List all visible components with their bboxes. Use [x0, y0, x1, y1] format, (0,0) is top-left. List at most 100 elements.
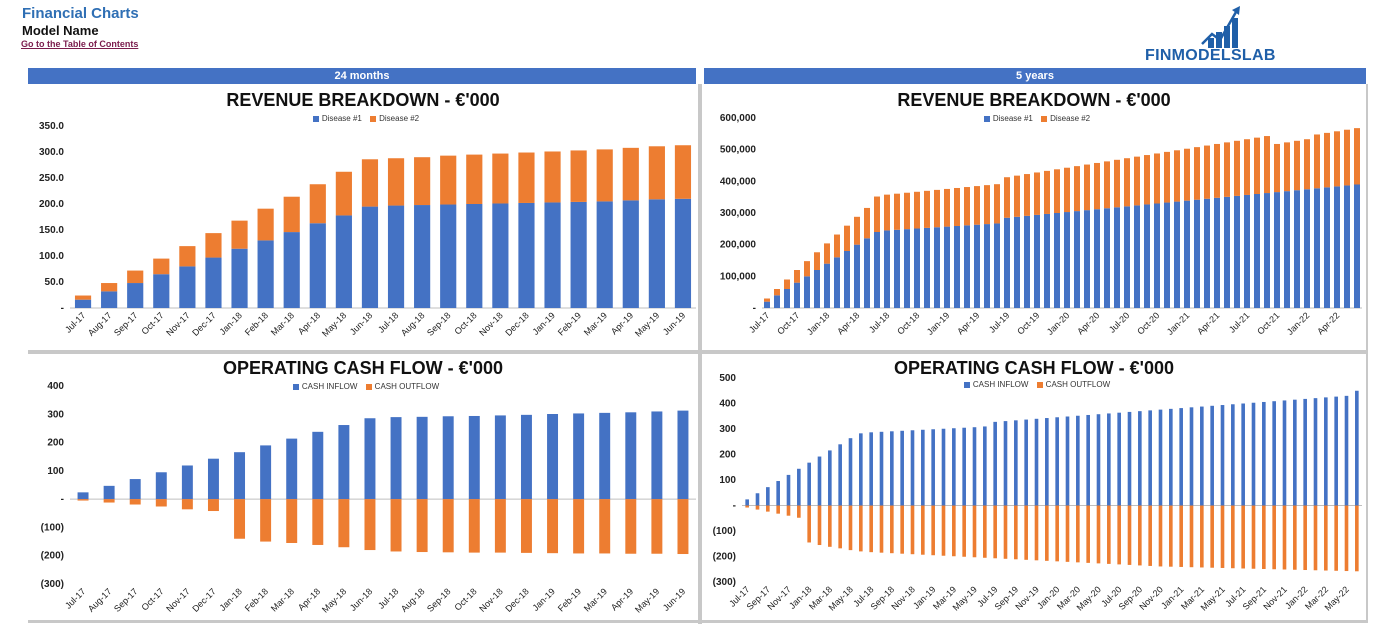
bar-cash-inflow [952, 428, 956, 506]
legend-label: Disease #2 [379, 114, 420, 123]
bar-segment-disease-1 [622, 200, 639, 308]
bar-cash-outflow [1344, 505, 1349, 572]
bar-segment-disease-1 [874, 232, 880, 308]
x-tick-label: Aug-17 [86, 586, 114, 614]
bar-cash-inflow [1179, 408, 1183, 506]
bar-cash-inflow [972, 427, 977, 506]
bar-segment-disease-1 [648, 199, 665, 308]
bar-cash-outflow [1107, 505, 1111, 564]
x-tick-label: Apr-18 [296, 310, 322, 336]
bar-segment-disease-1 [1194, 199, 1200, 308]
bar-segment-disease-1 [127, 283, 144, 308]
x-tick-label: Jan-19 [925, 310, 952, 337]
bar-segment-disease-1 [596, 201, 613, 308]
chart-plot-area: (300) (200) (100) - 100 200 300 400 Jul-17Aug-17… [41, 381, 696, 615]
x-tick-label: Feb-18 [243, 310, 270, 337]
bar-segment-disease-2 [309, 184, 326, 224]
bar-segment-disease-2 [854, 216, 860, 245]
bar-cash-inflow [625, 412, 637, 500]
bar-segment-disease-2 [674, 145, 692, 199]
bar-cash-inflow [1045, 418, 1049, 506]
bar-segment-disease-2 [596, 149, 613, 202]
x-tick-label: Mar-19 [582, 586, 609, 613]
bar-cash-outflow [625, 499, 637, 554]
bar-segment-disease-1 [1244, 194, 1250, 308]
bar-cash-outflow [1272, 505, 1276, 570]
bar-cash-inflow [776, 481, 780, 506]
x-tick-label: Sep-17 [112, 310, 140, 338]
x-tick-label: Feb-19 [556, 310, 583, 337]
bar-cash-outflow [207, 499, 219, 512]
bar-cash-outflow [910, 505, 915, 555]
bar-segment-disease-2 [1124, 158, 1130, 207]
bar-segment-disease-1 [854, 244, 860, 308]
bar-cash-outflow [338, 499, 350, 548]
bar-segment-disease-2 [974, 186, 980, 225]
toc-link[interactable]: Go to the Table of Contents [21, 39, 139, 49]
legend-label: Disease #2 [1050, 114, 1091, 123]
bar-cash-outflow [755, 505, 760, 510]
bar-cash-inflow [838, 444, 842, 506]
x-tick-label: Mar-18 [269, 310, 296, 337]
bar-cash-outflow [993, 505, 997, 559]
bar-segment-disease-2 [361, 159, 379, 207]
chart-title: OPERATING CASH FLOW - €'000 [894, 358, 1174, 378]
bar-cash-outflow [1251, 505, 1256, 569]
x-tick-label: Apr-20 [1075, 310, 1101, 336]
bar-segment-disease-2 [834, 234, 840, 258]
band-24-months: 24 months [28, 68, 696, 84]
y-tick-label: (100) [41, 522, 64, 533]
x-tick-label: Oct-18 [453, 310, 479, 336]
x-tick-label: Jul-17 [63, 586, 87, 610]
bar-segment-disease-2 [1144, 155, 1150, 205]
bar-cash-outflow [1169, 505, 1173, 567]
bar-segment-disease-1 [231, 248, 248, 308]
bar-segment-disease-1 [1324, 187, 1330, 308]
bar-cash-inflow [1220, 405, 1225, 506]
bar-cash-inflow [1127, 411, 1132, 506]
bar-cash-outflow [1179, 505, 1183, 567]
horizontal-divider [28, 350, 1366, 354]
bar-cash-outflow [442, 499, 454, 553]
bar-segment-disease-2 [1354, 128, 1360, 185]
bar-segment-disease-2 [1014, 175, 1020, 217]
bar-cash-outflow [1313, 505, 1318, 571]
bar-segment-disease-2 [914, 191, 920, 229]
bar-cash-inflow [234, 452, 246, 500]
y-tick-label: - [753, 303, 756, 314]
bar-segment-disease-2 [944, 188, 950, 227]
bar-segment-disease-2 [1274, 143, 1280, 193]
bar-cash-outflow [941, 505, 946, 556]
bar-cash-outflow [677, 499, 689, 555]
bar-cash-inflow [312, 431, 324, 500]
legend-swatch-orange [1036, 381, 1043, 388]
x-tick-label: Dec-18 [503, 586, 531, 614]
bar-cash-inflow [181, 465, 193, 500]
bar-cash-inflow [1014, 420, 1018, 506]
x-tick-label: Jul-18 [376, 586, 400, 610]
chart-cashflow-24m: OPERATING CASH FLOW - €'000 CASH INFLOW … [28, 354, 698, 620]
bar-cash-inflow [103, 485, 115, 500]
model-name: Model Name [22, 23, 99, 38]
bar-segment-disease-2 [518, 152, 535, 203]
bar-segment-disease-2 [1024, 174, 1030, 216]
x-tick-label: Nov-17 [164, 310, 192, 338]
bar-cash-outflow [1262, 505, 1266, 569]
bar-cash-outflow [797, 505, 801, 518]
bar-cash-outflow [1334, 505, 1338, 571]
vertical-divider [698, 84, 702, 624]
chart-title: OPERATING CASH FLOW - €'000 [223, 358, 503, 378]
legend-label: CASH OUTFLOW [1045, 380, 1111, 389]
bar-cash-outflow [1014, 505, 1018, 560]
bar-cash-outflow [468, 499, 480, 553]
bar-cash-outflow [879, 505, 884, 553]
bar-segment-disease-1 [1264, 193, 1270, 308]
bar-segment-disease-1 [814, 270, 820, 308]
x-tick-label: Jul-18 [376, 310, 400, 334]
bar-segment-disease-1 [964, 225, 970, 308]
bar-segment-disease-1 [1234, 195, 1240, 308]
bar-cash-outflow [1138, 505, 1142, 566]
bar-cash-outflow [1355, 505, 1359, 572]
bar-cash-inflow [900, 430, 904, 506]
bar-segment-disease-2 [1254, 137, 1260, 194]
